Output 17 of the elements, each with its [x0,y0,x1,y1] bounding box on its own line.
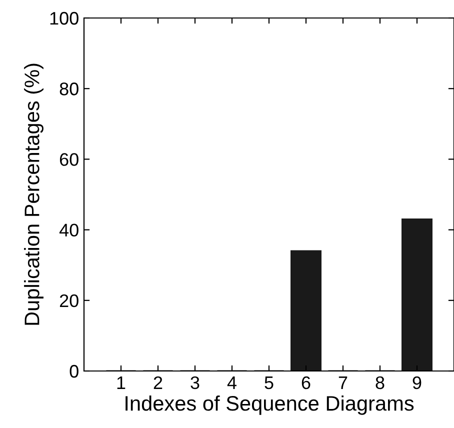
y-tick-label: 20 [60,294,78,308]
y-tick-label: 100 [50,12,78,25]
x-tick-label: 5 [264,376,274,390]
x-tick-label: 2 [154,376,162,389]
x-tick-label: 9 [412,376,422,390]
x-tick-label: 1 [117,376,126,389]
y-tick-label: 40 [59,224,78,237]
y-tick-label: 0 [70,364,78,378]
x-tick-label: 4 [227,376,236,389]
x-tick-label: 6 [302,376,310,390]
x-tick-label: 3 [190,376,200,390]
y-tick-label: 60 [60,153,78,166]
y-tick-label: 80 [60,82,78,96]
x-axis-title: Indexes of Sequence Diagrams [126,395,414,415]
x-tick-label: 8 [376,376,384,390]
x-tick-label: 7 [338,376,348,389]
y-axis-title: Duplication Percentages (%) [24,64,44,325]
